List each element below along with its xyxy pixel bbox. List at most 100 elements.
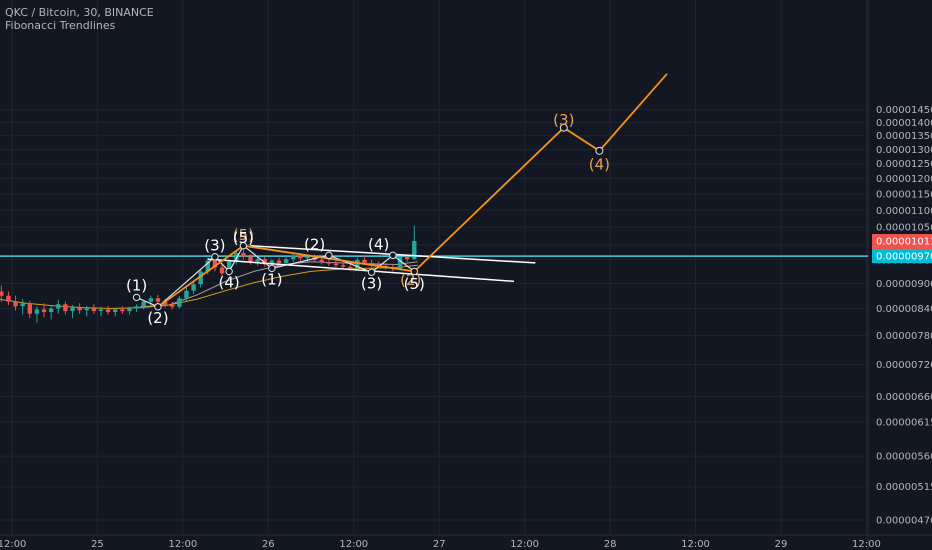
wave-path-white [136, 244, 415, 308]
price-tick-label: 0.00001450 [876, 105, 932, 116]
wave-label: (5) [404, 275, 425, 293]
candle [48, 305, 54, 320]
wave-pivot [154, 303, 162, 311]
candle-body [48, 308, 54, 312]
candle-body [20, 303, 25, 307]
candle [127, 306, 132, 315]
symbol-title: QKC / Bitcoin, 30, BINANCE [5, 6, 154, 19]
wave-label: (1) [261, 270, 282, 288]
price-tick-label: 0.00001350 [876, 131, 932, 142]
candle [84, 305, 89, 317]
candle [105, 305, 111, 315]
price-tick-label: 0.00000840 [876, 304, 932, 315]
candle-body [241, 253, 246, 257]
wave-label: (3) [553, 111, 574, 129]
price-tick-label: 0.00000515 [876, 482, 932, 493]
candle [77, 303, 82, 314]
candle [6, 291, 11, 306]
wave-path-orange [157, 73, 668, 308]
candle [319, 257, 324, 265]
level-price-value: 0.00000970 [876, 252, 932, 263]
candle-body [219, 267, 225, 274]
candle-body [412, 241, 417, 260]
wave-pivot [225, 267, 233, 276]
wave-label: (2) [304, 235, 325, 253]
candles [0, 225, 417, 323]
price-tick-label: 0.00000560 [876, 452, 932, 463]
price-tick-label: 0.00000780 [876, 331, 932, 342]
price-tick-label: 0.00000660 [876, 392, 932, 403]
wave-label: (4) [589, 155, 610, 173]
candle [63, 301, 68, 315]
candle-body [162, 301, 168, 306]
candle [184, 287, 189, 301]
candle-body [98, 309, 104, 312]
wave-pivots [132, 123, 604, 311]
candle-body [397, 256, 403, 270]
trendline-lower [207, 258, 515, 283]
candle-body [255, 259, 260, 262]
candle [219, 264, 225, 277]
chart-legend: QKC / Bitcoin, 30, BINANCE Fibonacci Tre… [5, 6, 154, 32]
candle-body [41, 309, 47, 312]
time-tick-label: 25 [91, 539, 104, 550]
candle-body [0, 291, 4, 296]
wave-pivot [211, 253, 219, 261]
wave-pivot [239, 242, 248, 250]
candle [305, 255, 310, 263]
candle [191, 281, 196, 295]
candle-body [404, 256, 410, 260]
candle [141, 299, 146, 310]
candle-body [298, 255, 303, 259]
candle [170, 301, 175, 310]
price-axis: 0.00001450 0.00001400 0.00001350 0.00001300… [876, 105, 932, 526]
candle [177, 295, 182, 309]
candle [20, 299, 25, 315]
wave-pivot [132, 293, 141, 302]
candle-body [77, 307, 82, 311]
candle [412, 225, 417, 260]
time-tick-label: 12:00 [0, 539, 26, 550]
candle-body [355, 259, 360, 269]
candle [113, 307, 118, 317]
candle-body [326, 262, 332, 264]
price-tick-label: 0.00000720 [876, 360, 932, 371]
candle [241, 248, 246, 260]
candle [291, 253, 296, 262]
candle-body [191, 284, 196, 291]
time-tick-label: 12:00 [852, 539, 881, 550]
wave-label: (4) [368, 235, 389, 253]
candle [262, 256, 267, 267]
candle-body [184, 290, 189, 299]
wave-label: (4) [219, 274, 240, 292]
candle-body [348, 266, 353, 269]
wave-pivot [325, 251, 333, 260]
wave-pivot [268, 264, 276, 273]
candle-body [120, 309, 125, 312]
candle-body [276, 260, 282, 263]
candle-body [198, 271, 203, 285]
price-tick-label: 0.00001050 [876, 223, 932, 234]
candle [91, 304, 97, 314]
candle [98, 306, 104, 317]
candle-body [91, 308, 97, 312]
wave-label: (5) [233, 229, 254, 247]
indicator-label: Fibonacci Trendlines [5, 19, 116, 32]
candle-body [63, 304, 68, 312]
candle-body [155, 298, 161, 302]
wave-label: (1) [126, 276, 147, 294]
candle [397, 255, 403, 271]
price-tags: 0.0000101115:240.00000970 [872, 234, 932, 264]
wave-label: (3) [361, 274, 382, 292]
candle [120, 306, 125, 314]
candle-body [333, 263, 339, 266]
candle-body [226, 261, 232, 274]
candle [0, 285, 4, 303]
candle-body [212, 260, 218, 268]
candle-body [319, 259, 324, 263]
candle-body [113, 309, 118, 312]
candle-body [127, 308, 132, 312]
price-tick-label: 0.00000470 [876, 516, 932, 527]
